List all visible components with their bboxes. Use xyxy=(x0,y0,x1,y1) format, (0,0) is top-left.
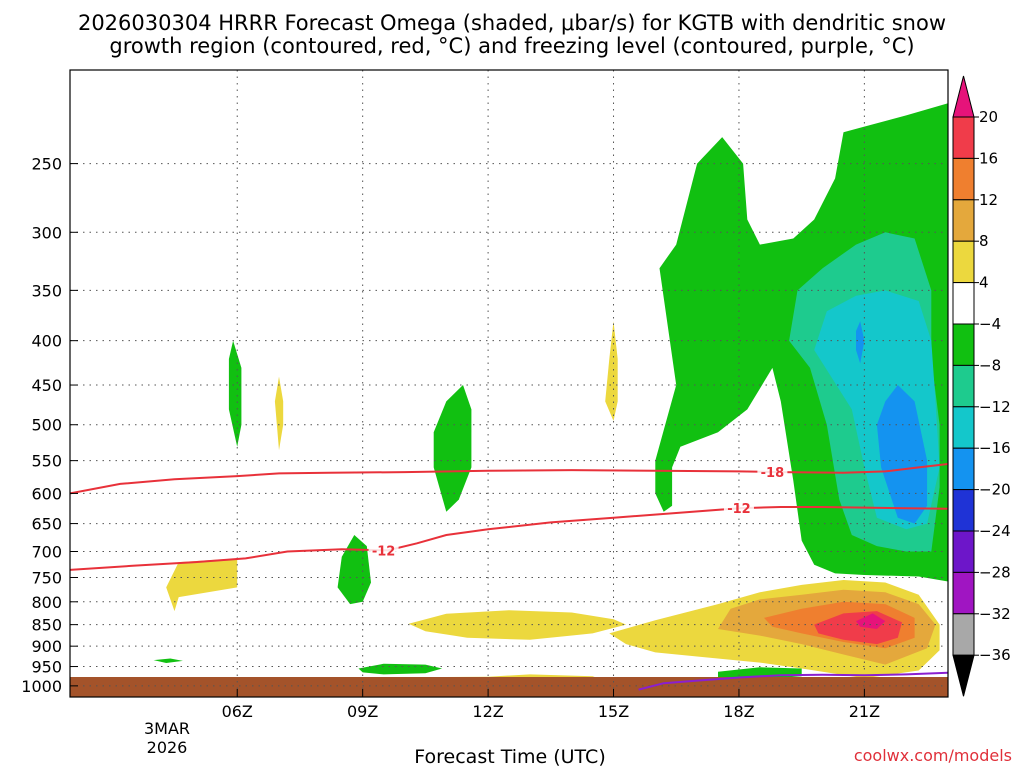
y-tick-label: 300 xyxy=(31,223,62,242)
omega-shaded-region xyxy=(605,321,618,421)
y-tick-label: 350 xyxy=(31,281,62,300)
colorbar-top-arrow xyxy=(952,75,975,118)
contour-label: -12 xyxy=(372,544,396,559)
ground-strip xyxy=(70,677,948,697)
colorbar-label: 12 xyxy=(979,191,998,209)
colorbar: 20 16 12 8 4 −4 −8 −12 −16 −20 −24 −28 −32 −36 xyxy=(952,75,1011,697)
x-tick-label: 09Z xyxy=(347,702,378,721)
x-tick-label: 06Z xyxy=(222,702,253,721)
y-tick-label: 450 xyxy=(31,376,62,395)
colorbar-swatch xyxy=(952,530,975,573)
y-tick-label: 600 xyxy=(31,484,62,503)
contour-line xyxy=(638,671,948,691)
omega-shaded-region xyxy=(718,667,802,680)
colorbar-label: −28 xyxy=(979,563,1011,581)
y-tick-label: 750 xyxy=(31,568,62,587)
omega-shaded-region xyxy=(274,376,284,451)
colorbar-label: −12 xyxy=(979,398,1011,416)
x-tick-label: 15Z xyxy=(598,702,629,721)
colorbar-bottom-arrow xyxy=(952,654,975,697)
colorbar-swatch xyxy=(952,364,975,408)
colorbar-swatch xyxy=(952,240,975,284)
colorbar-swatch xyxy=(952,157,975,201)
temperature-contours: -18 -12 -12 xyxy=(70,463,948,691)
colorbar-label: 8 xyxy=(979,232,989,250)
colorbar-swatch xyxy=(952,199,975,242)
contour-label-bg xyxy=(757,463,788,479)
y-tick-label: 950 xyxy=(31,658,62,677)
colorbar-label: −4 xyxy=(979,315,1001,333)
date-label-month: 3MAR xyxy=(144,719,190,738)
y-tick-label: 700 xyxy=(31,542,62,561)
date-label-year: 2026 xyxy=(147,738,188,757)
y-tick-label: 1000 xyxy=(21,677,62,696)
contour-line xyxy=(70,463,948,495)
colorbar-swatch xyxy=(952,282,975,325)
x-axis-label: Forecast Time (UTC) xyxy=(414,746,605,768)
grid-lines xyxy=(70,70,948,697)
colorbar-swatch xyxy=(952,116,975,159)
omega-shaded-region xyxy=(408,610,627,640)
contour-label: -18 xyxy=(761,466,785,481)
omega-shaded-region xyxy=(228,340,242,447)
omega-shaded-region xyxy=(337,535,371,605)
colorbar-label: −16 xyxy=(979,439,1011,457)
y-tick-label: 900 xyxy=(31,637,62,656)
x-tick-label: 18Z xyxy=(723,702,754,721)
x-tick-label: 12Z xyxy=(472,702,503,721)
contour-label-bg xyxy=(723,500,754,516)
colorbar-swatch xyxy=(952,489,975,532)
omega-shading xyxy=(70,103,948,697)
colorbar-label: 20 xyxy=(979,108,998,126)
omega-shaded-region xyxy=(856,321,865,364)
colorbar-label: 16 xyxy=(979,149,998,167)
colorbar-swatch xyxy=(952,571,975,615)
contour-label-bg xyxy=(368,542,399,558)
y-tick-label: 650 xyxy=(31,515,62,534)
colorbar-label: −36 xyxy=(979,646,1011,664)
y-tick-label: 250 xyxy=(31,155,62,174)
y-tick-label: 400 xyxy=(31,332,62,351)
colorbar-label: −24 xyxy=(979,522,1011,540)
omega-shaded-region xyxy=(166,558,238,612)
colorbar-swatch xyxy=(952,406,975,449)
colorbar-label: −20 xyxy=(979,481,1011,499)
omega-shaded-region xyxy=(876,385,928,524)
y-axis-ticks: 250 300 350 400 450 500 550 600 650 700 750 800 850 9… xyxy=(21,155,78,696)
x-axis-ticks: 06Z 09Z 12Z 15Z 18Z 21Z xyxy=(222,689,880,721)
colorbar-swatch xyxy=(952,613,975,656)
x-tick-label: 21Z xyxy=(849,702,880,721)
colorbar-label: −8 xyxy=(979,356,1001,374)
chart-title-line1: 2026030304 HRRR Forecast Omega (shaded, … xyxy=(78,11,946,35)
omega-shaded-region xyxy=(153,658,183,663)
colorbar-swatch xyxy=(952,323,975,366)
contour-line xyxy=(70,506,948,571)
y-tick-label: 800 xyxy=(31,593,62,612)
y-tick-label: 500 xyxy=(31,416,62,435)
chart-title-line2: growth region (contoured, red, °C) and f… xyxy=(109,34,914,58)
y-tick-label: 850 xyxy=(31,616,62,635)
omega-shaded-region xyxy=(358,663,443,675)
contour-label: -12 xyxy=(727,502,751,517)
colorbar-label: 4 xyxy=(979,274,989,292)
site-credit: coolwx.com/models xyxy=(854,746,1012,765)
y-tick-label: 550 xyxy=(31,452,62,471)
plot-frame xyxy=(69,69,949,698)
omega-shaded-region xyxy=(433,385,472,512)
colorbar-label: −32 xyxy=(979,605,1011,623)
colorbar-swatch xyxy=(952,447,975,491)
